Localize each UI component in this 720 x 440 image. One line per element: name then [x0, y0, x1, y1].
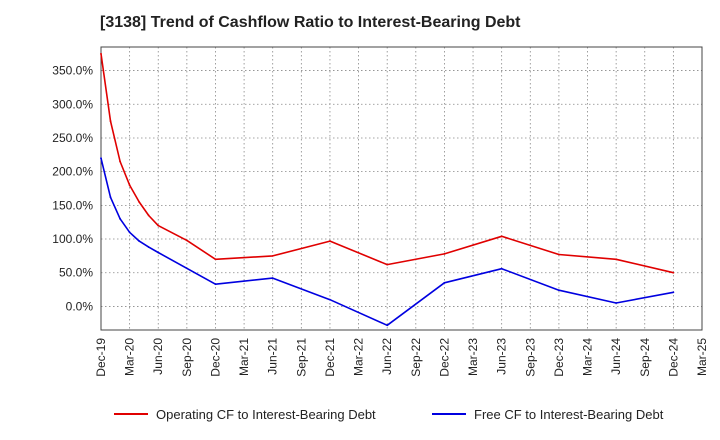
- x-tick-label: Jun-23: [495, 338, 509, 375]
- data-point-operating-cf: [558, 253, 560, 256]
- data-point-operating-cf: [185, 239, 188, 242]
- x-tick-label: Sep-20: [180, 338, 194, 377]
- x-tick-label: Jun-24: [609, 338, 623, 375]
- data-point-operating-cf: [100, 52, 102, 55]
- data-point-operating-cf: [615, 258, 618, 261]
- data-point-operating-cf: [138, 201, 141, 203]
- x-tick-label: Mar-20: [123, 338, 137, 376]
- data-point-free-cf: [138, 240, 141, 242]
- x-tick-label: Mar-25: [695, 338, 709, 376]
- x-tick-label: Jun-20: [151, 338, 165, 375]
- chart-title: [3138] Trend of Cashflow Ratio to Intere…: [100, 14, 521, 31]
- data-point-free-cf: [672, 291, 675, 294]
- data-point-operating-cf: [157, 224, 160, 227]
- x-tick-label: Jun-21: [266, 338, 280, 375]
- x-tick-label: Mar-22: [352, 338, 366, 376]
- data-point-operating-cf: [128, 184, 131, 187]
- x-tick-label: Sep-23: [523, 338, 537, 377]
- data-point-operating-cf: [109, 120, 112, 123]
- data-point-operating-cf: [443, 252, 446, 255]
- legend-label-free-cf: Free CF to Interest-Bearing Debt: [474, 407, 664, 422]
- data-point-free-cf: [443, 281, 446, 284]
- y-tick-label: 0.0%: [66, 299, 94, 313]
- y-tick-label: 350.0%: [52, 64, 93, 78]
- data-point-free-cf: [329, 298, 331, 301]
- y-tick-label: 100.0%: [52, 232, 93, 246]
- x-tick-label: Mar-23: [466, 338, 480, 376]
- data-point-free-cf: [558, 289, 560, 292]
- data-point-operating-cf: [214, 258, 217, 261]
- x-tick-label: Sep-24: [638, 338, 652, 377]
- y-tick-label: 50.0%: [59, 266, 93, 280]
- x-tick-label: Dec-23: [552, 338, 566, 377]
- data-point-operating-cf: [119, 160, 121, 163]
- data-point-free-cf: [109, 196, 112, 199]
- x-tick-label: Dec-20: [208, 338, 222, 377]
- x-tick-label: Dec-22: [437, 338, 451, 377]
- data-point-operating-cf: [271, 254, 274, 257]
- data-point-operating-cf: [147, 214, 150, 217]
- data-point-operating-cf: [500, 235, 503, 238]
- y-tick-label: 250.0%: [52, 131, 93, 145]
- legend-label-operating-cf: Operating CF to Interest-Bearing Debt: [156, 407, 376, 422]
- data-point-free-cf: [147, 246, 150, 249]
- x-tick-label: Sep-22: [409, 338, 423, 377]
- data-point-free-cf: [615, 302, 618, 304]
- plot-area: [101, 47, 702, 330]
- y-tick-label: 150.0%: [52, 198, 93, 212]
- x-tick-label: Dec-19: [94, 338, 108, 377]
- x-tick-label: Jun-22: [380, 338, 394, 375]
- y-tick-label: 300.0%: [52, 97, 93, 111]
- data-point-free-cf: [386, 324, 389, 327]
- data-point-free-cf: [157, 251, 160, 254]
- x-tick-label: Sep-21: [294, 338, 308, 377]
- data-point-free-cf: [128, 231, 131, 234]
- data-point-free-cf: [500, 267, 503, 270]
- data-point-free-cf: [214, 283, 217, 286]
- y-tick-label: 200.0%: [52, 165, 93, 179]
- x-tick-label: Dec-24: [666, 338, 680, 377]
- x-tick-label: Mar-21: [237, 338, 251, 376]
- data-point-free-cf: [271, 277, 274, 280]
- data-point-free-cf: [100, 157, 102, 160]
- data-point-operating-cf: [386, 263, 389, 266]
- data-point-operating-cf: [672, 271, 675, 274]
- x-tick-label: Dec-21: [323, 338, 337, 377]
- plot-frame: [100, 46, 703, 331]
- x-tick-label: Mar-24: [581, 338, 595, 376]
- data-point-free-cf: [119, 217, 121, 220]
- data-point-operating-cf: [329, 240, 331, 242]
- series-line-free-cf: [100, 158, 674, 327]
